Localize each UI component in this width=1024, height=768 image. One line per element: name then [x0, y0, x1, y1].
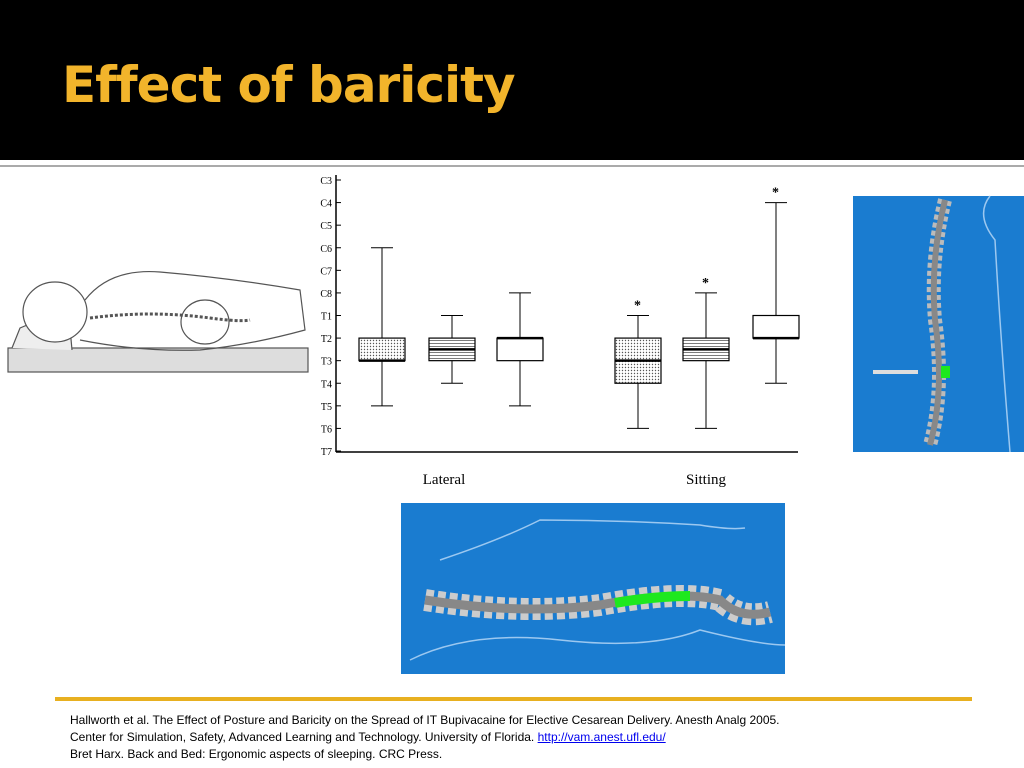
citation: Center for Simulation, Safety, Advanced … — [70, 729, 780, 746]
citation: Hallworth et al. The Effect of Posture a… — [70, 713, 780, 727]
citation-link[interactable]: http://vam.anest.ufl.edu/ — [537, 730, 666, 744]
box — [358, 337, 406, 362]
y-tick-label: T2 — [321, 334, 332, 345]
y-tick-label: C3 — [320, 176, 332, 187]
y-tick-label: T5 — [321, 402, 332, 413]
slide-title: Effect of baricity — [62, 56, 516, 114]
y-tick-label: C8 — [320, 289, 332, 300]
group-label: Lateral — [423, 472, 465, 488]
box — [496, 337, 544, 362]
box-plot: C3 C4 C5 C6 C7 C8 T1 T2 T3 T4 T5 T6 T7 * * * Lateral Sitt… — [320, 175, 800, 488]
sitting-spine-image — [853, 195, 1024, 453]
significance-marker: * — [772, 186, 779, 201]
box — [752, 314, 800, 339]
y-tick-label: T4 — [321, 379, 332, 390]
y-tick-label: T7 — [321, 447, 332, 458]
y-tick-label: C7 — [320, 266, 332, 277]
citation: Bret Harx. Back and Bed: Ergonomic aspec… — [70, 747, 443, 761]
lateral-spine-image — [401, 503, 786, 674]
y-tick-label: T6 — [321, 424, 332, 435]
y-tick-label: C5 — [320, 221, 332, 232]
citations: Hallworth et al. The Effect of Posture a… — [70, 712, 780, 763]
y-tick-label: T3 — [321, 357, 332, 368]
y-tick-label: C4 — [320, 199, 332, 210]
header: Effect of baricity — [0, 0, 1024, 160]
y-tick-label: T1 — [321, 312, 332, 323]
y-tick-label: C6 — [320, 244, 332, 255]
significance-marker: * — [634, 299, 641, 314]
group-label: Sitting — [686, 472, 727, 488]
significance-marker: * — [702, 276, 709, 291]
lateral-illustration — [7, 270, 309, 373]
citation-text: Center for Simulation, Safety, Advanced … — [70, 730, 535, 744]
